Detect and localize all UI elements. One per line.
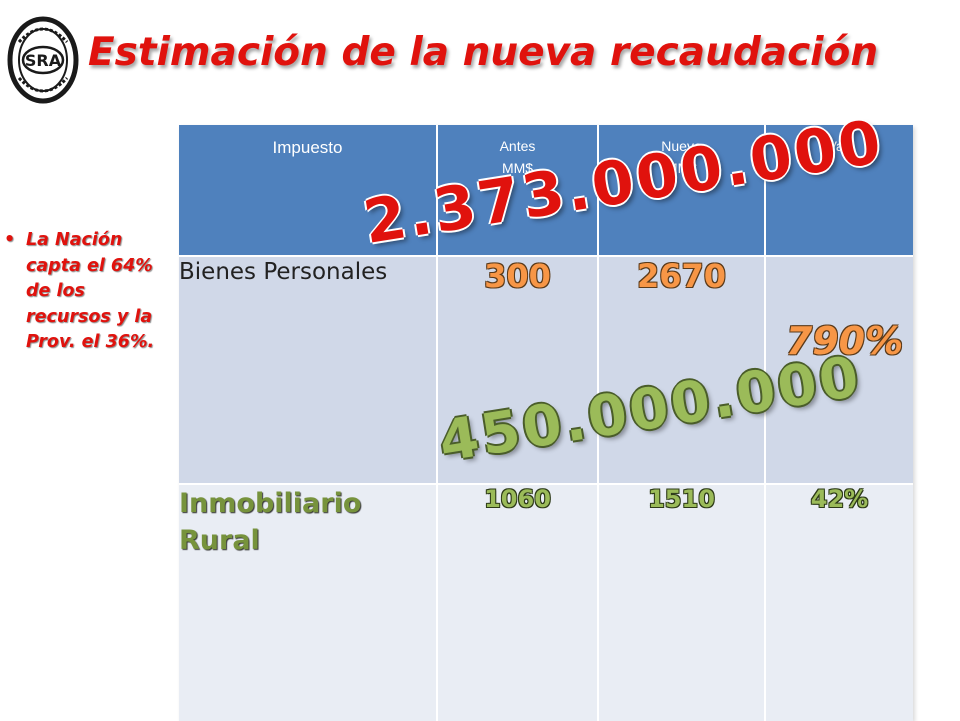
bullet-point: • La Nación capta el 64% de los recursos… xyxy=(4,228,156,356)
sra-seal-icon: SRA xyxy=(7,16,79,104)
table-row: Inmobiliario Rural 1060 1510 42% xyxy=(179,483,913,721)
row-bienes-personales-antes: 300 xyxy=(437,255,599,484)
bullet-text: La Nación capta el 64% de los recursos y… xyxy=(26,230,155,352)
row-bienes-personales-nuevo: 2670 xyxy=(598,255,766,484)
tax-table: Impuesto Antes MM$ Nuevo MM$ Var. Bienes… xyxy=(179,125,913,721)
header-antes-unit: MM$ xyxy=(501,160,534,176)
sra-logo: SRA xyxy=(5,12,87,108)
table-header-row: Impuesto Antes MM$ Nuevo MM$ Var. xyxy=(179,125,913,256)
row-inmobiliario-rural-antes: 1060 xyxy=(437,483,599,721)
header-nuevo: Nuevo MM$ xyxy=(598,125,766,256)
table-row: Bienes Personales 300 2670 790% xyxy=(179,255,913,484)
svg-text:SRA: SRA xyxy=(25,51,62,70)
row-inmobiliario-rural-var: 42% xyxy=(765,483,913,721)
header-impuesto: Impuesto xyxy=(179,125,438,256)
header-antes: Antes MM$ xyxy=(437,125,599,256)
row-bienes-personales-name: Bienes Personales xyxy=(179,255,438,484)
header-nuevo-unit: MM$ xyxy=(665,160,698,176)
row-inmobiliario-rural-name: Inmobiliario Rural xyxy=(179,483,438,721)
header-antes-label: Antes xyxy=(499,138,536,154)
header-nuevo-label: Nuevo xyxy=(661,138,702,154)
header-var: Var. xyxy=(765,125,913,256)
row-bienes-personales-var: 790% xyxy=(765,255,913,484)
row-inmobiliario-rural-nuevo: 1510 xyxy=(598,483,766,721)
bullet-icon: • xyxy=(4,230,16,250)
slide-title: Estimación de la nueva recaudación xyxy=(88,30,879,75)
